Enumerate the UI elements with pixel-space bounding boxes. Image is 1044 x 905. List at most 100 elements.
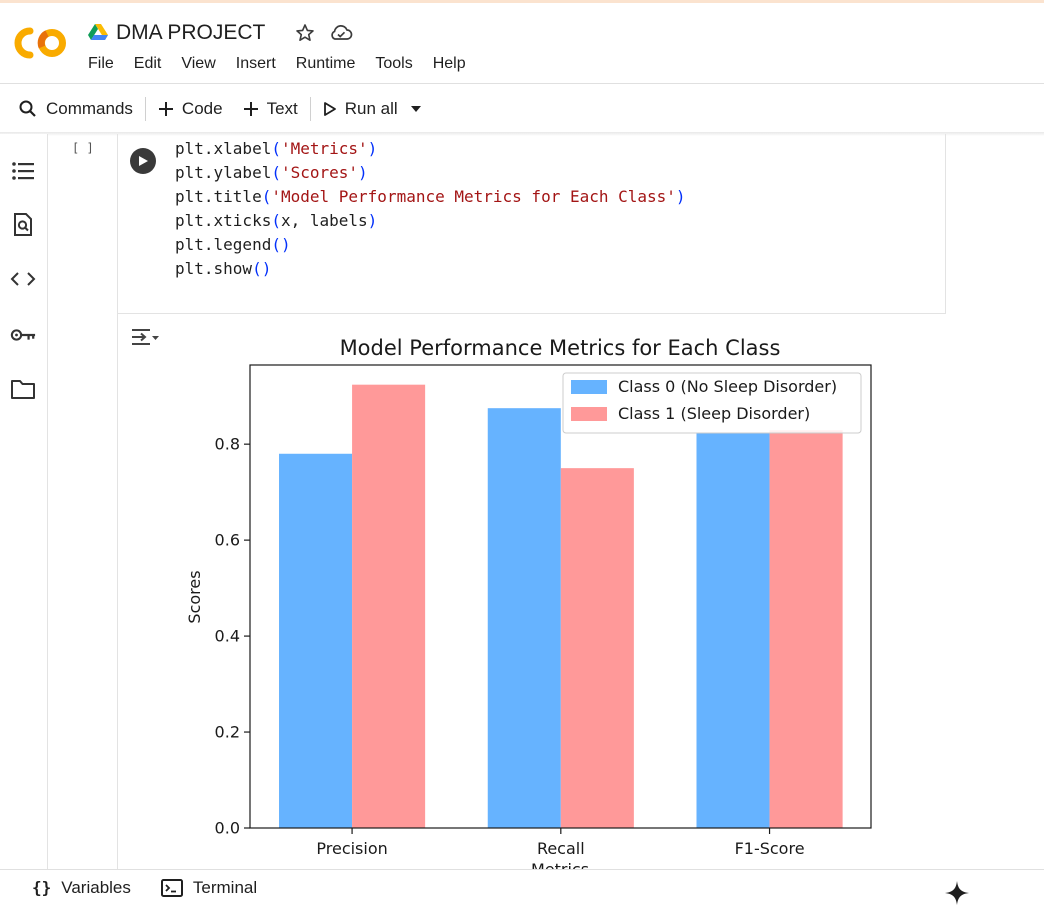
chart-title: Model Performance Metrics for Each Class	[340, 336, 781, 360]
code-token: (	[271, 211, 281, 230]
add-code-label: Code	[181, 99, 223, 118]
play-icon	[139, 156, 148, 166]
code-token: (	[271, 163, 281, 182]
notebook-title[interactable]: DMA PROJECT	[116, 21, 266, 44]
code-line: plt.xticks(x, labels)	[175, 209, 686, 233]
table-of-contents-icon[interactable]	[10, 158, 36, 184]
legend-label: Class 1 (Sleep Disorder)	[618, 404, 810, 423]
code-token: )	[367, 211, 378, 230]
app-header: DMA PROJECT File Edit View Insert Runtim…	[0, 3, 1044, 83]
code-token: plt.ylabel	[175, 163, 272, 182]
code-token: plt.title	[175, 187, 262, 206]
add-text-label: Text	[266, 99, 298, 118]
run-options-dropdown[interactable]	[404, 93, 428, 125]
bottom-bar: {} Variables Terminal	[0, 869, 1044, 905]
bar-recall-class-1	[560, 468, 634, 828]
code-token: 'Model Performance Metrics for Each Clas…	[271, 187, 676, 206]
commands-button[interactable]: Commands	[12, 93, 139, 125]
code-snippets-icon[interactable]	[10, 266, 36, 292]
bar-precision-class-0	[279, 453, 353, 828]
header-divider	[0, 83, 1044, 84]
star-icon[interactable]	[295, 23, 315, 43]
menu-tools[interactable]: Tools	[375, 55, 413, 72]
code-line: plt.xlabel('Metrics')	[175, 137, 686, 161]
code-token: plt.legend	[175, 235, 272, 254]
bar-chart: Model Performance Metrics for Each Class…	[185, 336, 872, 870]
left-sidebar	[0, 134, 48, 870]
legend-box	[562, 372, 862, 434]
output-actions-icon[interactable]	[130, 326, 160, 348]
plus-icon	[158, 102, 173, 116]
y-axis-label: Scores	[185, 570, 204, 623]
toolbar: Commands Code Text Run all	[0, 84, 1044, 134]
code-token: plt.xlabel	[175, 139, 272, 158]
legend-swatch	[571, 380, 607, 394]
plus-icon	[243, 102, 258, 116]
legend-swatch	[571, 407, 607, 421]
code-token: ()	[271, 235, 291, 254]
chart-legend: Class 0 (No Sleep Disorder) Class 1 (Slee…	[562, 372, 862, 434]
code-token: ()	[252, 259, 272, 278]
code-token: )	[358, 163, 368, 182]
gemini-sparkle-icon[interactable]	[944, 880, 970, 905]
bar-f1-score-class-1	[769, 430, 843, 828]
find-icon[interactable]	[10, 212, 36, 238]
cell-gutter	[48, 134, 118, 870]
code-token: 'Metrics'	[280, 139, 368, 158]
code-token: (	[261, 187, 272, 206]
y-tick-label: 0.8	[215, 435, 240, 454]
y-tick-label: 0.6	[215, 531, 240, 550]
braces-icon: {}	[32, 878, 52, 897]
execution-count: [ ]	[72, 141, 94, 155]
run-all-button[interactable]: Run all	[317, 93, 404, 125]
add-text-button[interactable]: Text	[237, 93, 304, 125]
toolbar-shadow	[0, 132, 1044, 136]
code-text[interactable]: plt.xlabel('Metrics') plt.ylabel('Scores'…	[175, 137, 686, 281]
code-line: plt.title('Model Performance Metrics for…	[175, 185, 686, 209]
variables-label: Variables	[61, 877, 131, 897]
commands-label: Commands	[46, 99, 133, 118]
code-token: x, labels	[280, 211, 368, 230]
code-editor[interactable]	[118, 134, 946, 314]
run-cell-button[interactable]	[130, 148, 156, 174]
files-folder-icon[interactable]	[10, 376, 36, 402]
variables-button[interactable]: {} Variables	[32, 878, 131, 898]
search-icon	[19, 100, 36, 117]
code-line: plt.ylabel('Scores')	[175, 161, 686, 185]
x-tick-label: Precision	[316, 839, 387, 858]
secrets-key-icon[interactable]	[10, 322, 36, 348]
x-tick-label: F1-Score	[735, 839, 805, 858]
menu-view[interactable]: View	[181, 55, 216, 72]
code-token: plt.show	[175, 259, 253, 278]
y-tick-label: 0.0	[215, 819, 240, 838]
code-line: plt.legend()	[175, 233, 686, 257]
code-token: 'Scores'	[280, 163, 359, 182]
colab-logo[interactable]	[14, 27, 68, 59]
terminal-label: Terminal	[192, 877, 258, 897]
toolbar-separator	[144, 97, 146, 121]
caret-down-icon	[410, 106, 421, 112]
toolbar-separator	[309, 97, 311, 121]
terminal-button[interactable]: Terminal	[160, 877, 258, 898]
add-code-button[interactable]: Code	[152, 93, 229, 125]
code-token: )	[367, 139, 378, 158]
run-all-label: Run all	[344, 99, 398, 118]
y-tick-label: 0.4	[215, 627, 240, 646]
cloud-saved-icon[interactable]	[329, 23, 353, 43]
y-tick-label: 0.2	[215, 723, 240, 742]
menu-edit[interactable]: Edit	[133, 55, 162, 72]
code-token: (	[271, 139, 281, 158]
menu-bar: File Edit View Insert Runtime Tools Help	[88, 55, 486, 73]
menu-insert[interactable]: Insert	[235, 55, 276, 72]
menu-file[interactable]: File	[88, 55, 114, 72]
menu-runtime[interactable]: Runtime	[295, 55, 356, 72]
code-line: plt.show()	[175, 257, 686, 281]
menu-help[interactable]: Help	[432, 55, 466, 72]
code-token: )	[675, 187, 686, 206]
top-accent-bar	[0, 0, 1044, 3]
legend-label: Class 0 (No Sleep Disorder)	[618, 377, 837, 396]
play-icon	[323, 102, 336, 116]
bar-f1-score-class-0	[696, 433, 770, 828]
code-token: plt.xticks	[175, 211, 272, 230]
terminal-icon	[160, 878, 183, 897]
